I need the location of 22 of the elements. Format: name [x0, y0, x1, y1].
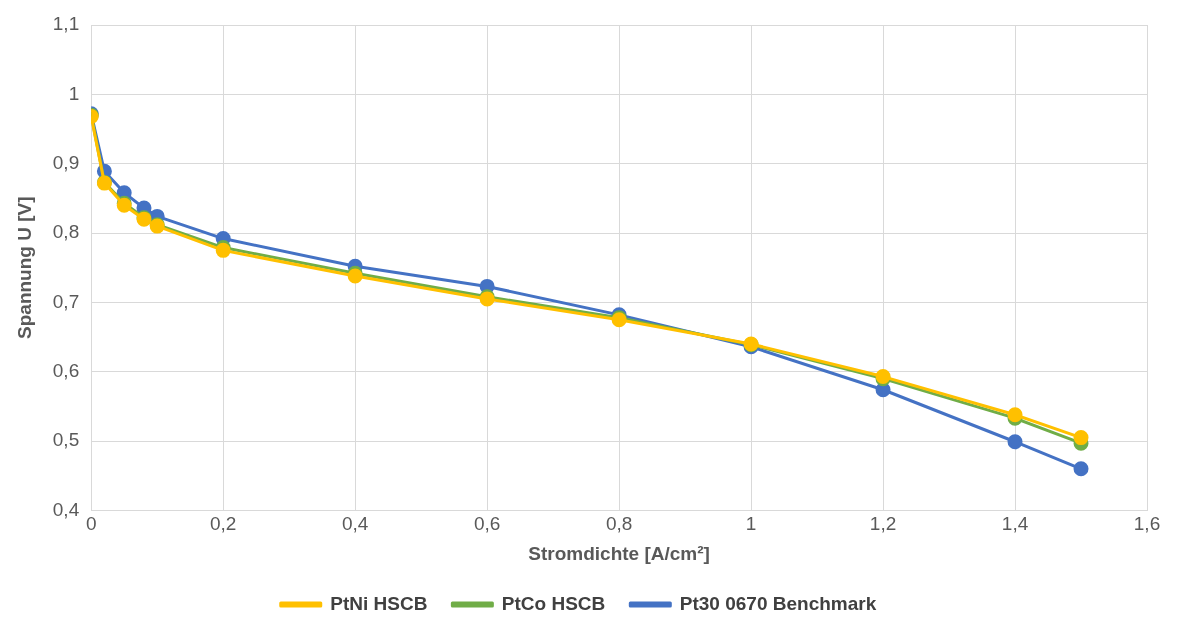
y-tick-label: 0,9	[52, 151, 80, 173]
x-tick-label: 1	[745, 513, 757, 535]
x-tick-label: 1,4	[1001, 513, 1029, 535]
y-axis-title: Spannung U [V]	[13, 196, 35, 339]
legend-label: Pt30 0670 Benchmark	[679, 592, 877, 614]
y-tick-label: 0,6	[52, 359, 80, 381]
x-tick-label: 0	[85, 513, 97, 535]
x-tick-label: 0,8	[605, 513, 633, 535]
x-axis-title: Stromdichte [A/cm²]	[528, 542, 710, 564]
x-tick-label: 0,6	[473, 513, 501, 535]
y-tick-label: 0,4	[52, 498, 80, 520]
x-tick-label: 0,2	[209, 513, 237, 535]
y-tick-label: 1	[68, 82, 80, 104]
y-tick-label: 0,5	[52, 429, 80, 451]
y-tick-label: 0,8	[52, 221, 80, 243]
x-tick-label: 1,6	[1133, 513, 1161, 535]
legend-label: PtCo HSCB	[501, 592, 606, 614]
legend-label: PtNi HSCB	[330, 592, 428, 614]
x-tick-label: 0,4	[341, 513, 369, 535]
y-tick-label: 0,7	[52, 290, 80, 312]
x-tick-label: 1,2	[869, 513, 897, 535]
y-tick-label: 1,1	[52, 13, 80, 35]
